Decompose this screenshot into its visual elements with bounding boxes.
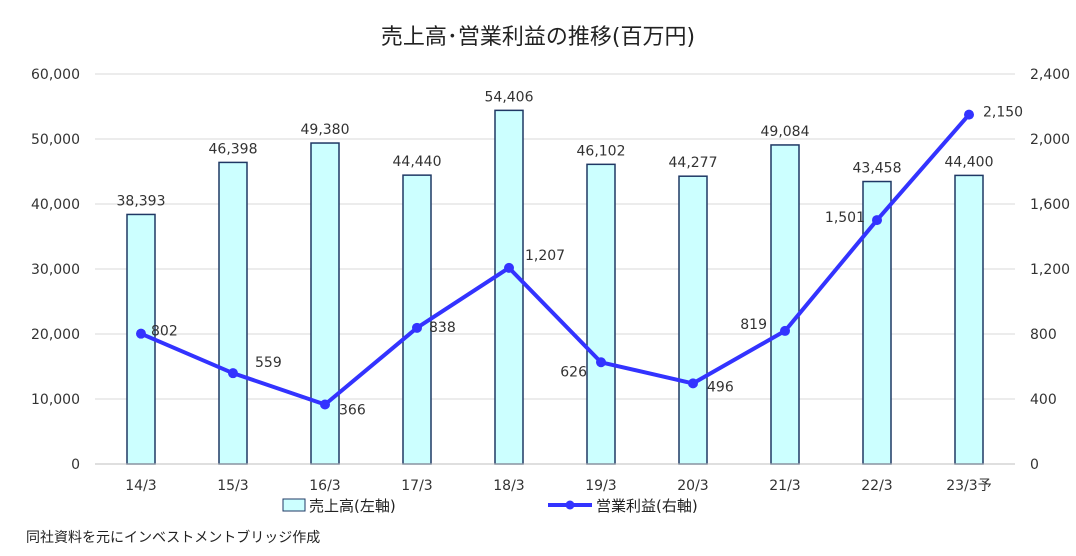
source-note: 同社資料を元にインベストメントブリッジ作成 bbox=[26, 530, 321, 546]
left-axis-tick-label: 20,000 bbox=[31, 327, 80, 343]
right-axis-tick-label: 1,200 bbox=[1030, 262, 1070, 278]
left-axis-tick-label: 60,000 bbox=[31, 67, 80, 83]
x-axis-tick-label: 18/3 bbox=[493, 478, 524, 494]
profit-marker bbox=[412, 322, 422, 333]
right-axis-tick-label: 1,600 bbox=[1030, 197, 1070, 213]
left-axis-tick-label: 40,000 bbox=[31, 197, 80, 213]
bar-data-labels: 38,393 46,398 49,380 44,440 54,406 46,102 44,2… bbox=[117, 89, 994, 209]
line-data-labels: 802 559 366 838 1,207 626 496 819 1,501 2,150 bbox=[151, 105, 1023, 419]
line-data-label: 366 bbox=[339, 403, 366, 419]
profit-marker bbox=[596, 357, 606, 368]
profit-line bbox=[140, 113, 971, 407]
left-axis-tick-label: 30,000 bbox=[31, 262, 80, 278]
legend-label-sales: 売上高(左軸) bbox=[309, 497, 396, 515]
line-data-label: 496 bbox=[707, 379, 734, 395]
x-axis-tick-label: 15/3 bbox=[217, 478, 248, 494]
line-data-label: 1,501 bbox=[825, 210, 865, 226]
bar-data-label: 54,406 bbox=[485, 89, 534, 105]
bar bbox=[678, 175, 708, 465]
profit-marker bbox=[136, 328, 146, 339]
x-axis-tick-label: 20/3 bbox=[677, 478, 708, 494]
legend-label-profit: 営業利益(右軸) bbox=[596, 497, 698, 515]
left-axis-tick-label: 10,000 bbox=[31, 392, 80, 408]
profit-marker bbox=[228, 368, 238, 379]
chart-title: 売上高･営業利益の推移(百万円) bbox=[381, 25, 695, 50]
bar-data-label: 43,458 bbox=[853, 161, 902, 177]
profit-marker bbox=[964, 109, 974, 120]
profit-marker bbox=[872, 215, 882, 226]
bar bbox=[954, 174, 984, 465]
right-axis: 0 400 800 1,200 1,600 2,000 2,400 bbox=[1030, 67, 1070, 473]
bar bbox=[310, 142, 340, 465]
bar-data-label: 46,102 bbox=[577, 143, 626, 159]
x-axis: 14/3 15/3 16/3 17/3 18/3 19/3 20/3 21/3 22/3 23/3… bbox=[95, 463, 1015, 494]
legend-swatch-sales bbox=[282, 498, 306, 512]
profit-marker bbox=[320, 399, 330, 410]
legend: 売上高(左軸) 営業利益(右軸) bbox=[282, 497, 698, 515]
legend-swatch-profit-marker bbox=[565, 500, 575, 510]
line-series bbox=[136, 109, 974, 410]
bar-data-label: 44,400 bbox=[945, 154, 994, 170]
left-axis-tick-label: 0 bbox=[71, 457, 80, 473]
right-axis-tick-label: 800 bbox=[1030, 327, 1057, 343]
profit-marker bbox=[688, 378, 698, 389]
line-data-label: 2,150 bbox=[983, 105, 1023, 121]
bar-series bbox=[126, 109, 984, 465]
x-axis-tick-label: 21/3 bbox=[769, 478, 800, 494]
bar bbox=[218, 161, 248, 465]
line-data-label: 819 bbox=[740, 317, 767, 333]
bar bbox=[494, 109, 524, 465]
x-axis-tick-label: 14/3 bbox=[125, 478, 156, 494]
x-axis-tick-label: 23/3予 bbox=[946, 478, 991, 494]
x-axis-tick-label: 16/3 bbox=[309, 478, 340, 494]
right-axis-tick-label: 0 bbox=[1030, 457, 1039, 473]
right-axis-tick-label: 2,000 bbox=[1030, 132, 1070, 148]
line-data-label: 626 bbox=[560, 364, 587, 380]
right-axis-tick-label: 2,400 bbox=[1030, 67, 1070, 83]
x-axis-tick-label: 17/3 bbox=[401, 478, 432, 494]
line-data-label: 802 bbox=[151, 324, 178, 340]
bar-data-label: 38,393 bbox=[117, 193, 166, 209]
bar-data-label: 46,398 bbox=[209, 141, 258, 157]
x-axis-tick-label: 19/3 bbox=[585, 478, 616, 494]
left-axis: 0 10,000 20,000 30,000 40,000 50,000 60,000 bbox=[31, 67, 80, 473]
grid-lines bbox=[95, 73, 1015, 400]
bar bbox=[770, 144, 800, 465]
profit-marker bbox=[504, 262, 514, 273]
left-axis-tick-label: 50,000 bbox=[31, 132, 80, 148]
profit-marker bbox=[780, 325, 790, 336]
bar-data-label: 44,277 bbox=[669, 155, 718, 171]
bar-data-label: 49,380 bbox=[301, 122, 350, 138]
bar-data-label: 44,440 bbox=[393, 154, 442, 170]
right-axis-tick-label: 400 bbox=[1030, 392, 1057, 408]
bar bbox=[586, 163, 616, 465]
line-data-label: 1,207 bbox=[525, 248, 565, 264]
bar-data-label: 49,084 bbox=[761, 124, 810, 140]
line-data-label: 838 bbox=[429, 320, 456, 336]
x-axis-tick-label: 22/3 bbox=[861, 478, 892, 494]
line-data-label: 559 bbox=[255, 355, 282, 371]
